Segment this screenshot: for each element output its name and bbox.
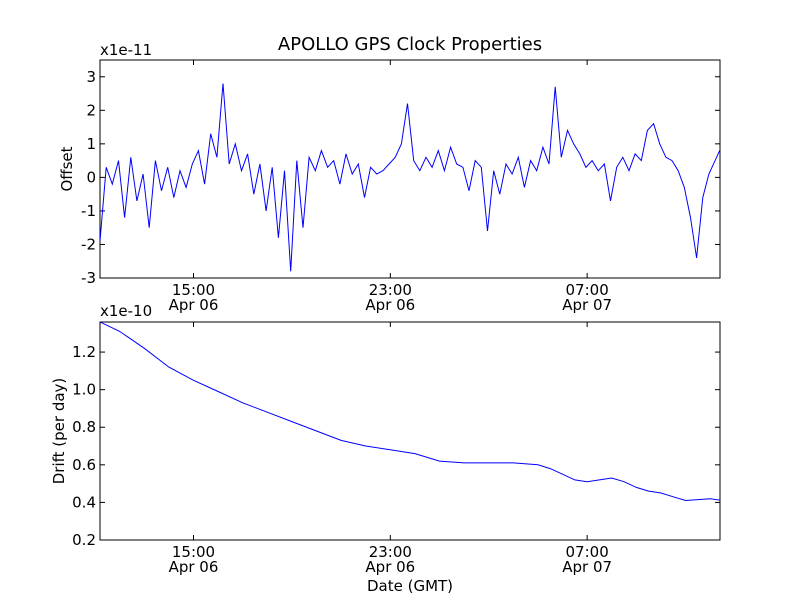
drift-y-tick-label: 0.4 <box>72 493 96 511</box>
drift-y-ticks: 0.2 0.4 0.6 0.8 1.0 1.2 <box>72 343 720 549</box>
offset-y-tick-label: 2 <box>86 101 96 119</box>
offset-y-tick-label: 1 <box>86 135 96 153</box>
drift-x-tick-time-label: 07:00 <box>566 543 609 561</box>
drift-y-exponent-label: x1e-10 <box>100 302 152 320</box>
drift-y-tick-label: 1.2 <box>72 343 96 361</box>
offset-series-line <box>100 83 720 272</box>
drift-y-tick-label: 0.8 <box>72 418 96 436</box>
offset-x-tick-time-label: 07:00 <box>566 281 609 299</box>
offset-x-tick-date-label: Apr 06 <box>365 296 415 314</box>
offset-y-tick-label: 3 <box>86 68 96 86</box>
offset-series-group <box>100 83 720 272</box>
drift-y-tick-label: 1.0 <box>72 381 96 399</box>
offset-x-tick-date-label: Apr 07 <box>562 296 612 314</box>
drift-x-tick-date-label: Apr 06 <box>169 558 219 576</box>
drift-x-tick-time-label: 23:00 <box>369 543 412 561</box>
offset-y-exponent-label: x1e-11 <box>100 41 152 59</box>
drift-x-axis-label: Date (GMT) <box>367 577 453 595</box>
offset-y-tick-label: 0 <box>86 168 96 186</box>
drift-x-tick-date-label: Apr 06 <box>365 558 415 576</box>
offset-x-tick-time-label: 23:00 <box>369 281 412 299</box>
drift-subplot: x1e-10 Drift (per day) Date (GMT) 0.2 0.4… <box>50 302 721 595</box>
offset-x-tick-time-label: 15:00 <box>172 281 215 299</box>
drift-series-group <box>100 322 720 502</box>
drift-plot-frame <box>99 321 721 541</box>
drift-y-axis-label: Drift (per day) <box>50 378 68 485</box>
offset-x-tick-date-label: Apr 06 <box>169 296 219 314</box>
offset-y-tick-label: -3 <box>81 269 96 287</box>
drift-y-tick-label: 0.6 <box>72 456 96 474</box>
offset-plot-frame <box>99 59 721 279</box>
drift-y-tick-label: 0.2 <box>72 531 96 549</box>
drift-x-tick-date-label: Apr 07 <box>562 558 612 576</box>
offset-y-tick-label: -2 <box>81 235 96 253</box>
offset-y-axis-label: Offset <box>58 146 76 191</box>
offset-y-tick-label: -1 <box>81 202 96 220</box>
chart-title: APOLLO GPS Clock Properties <box>278 34 542 55</box>
offset-y-ticks: -3 -2 -1 0 1 2 3 <box>81 68 720 287</box>
drift-series-line <box>100 322 720 502</box>
drift-x-tick-time-label: 15:00 <box>172 543 215 561</box>
